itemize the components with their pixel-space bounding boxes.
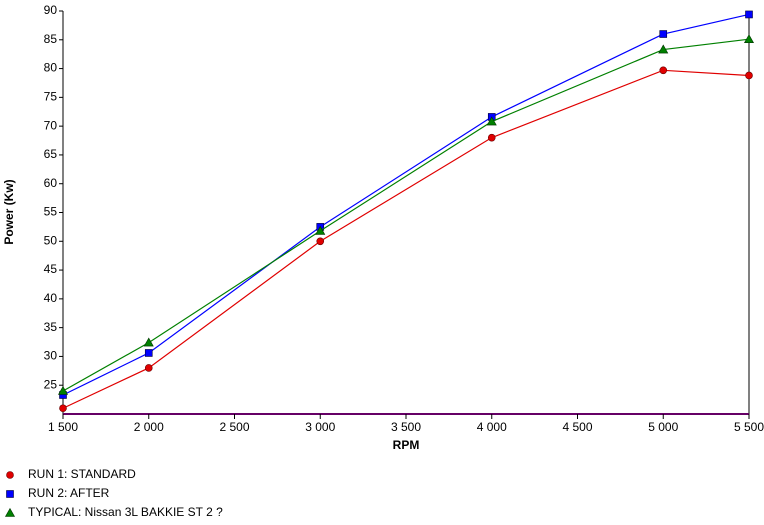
data-point — [659, 66, 668, 75]
y-tick-label: 45 — [44, 262, 58, 276]
legend-marker — [4, 507, 16, 517]
y-tick-label: 50 — [44, 233, 58, 247]
y-tick-label: 75 — [44, 90, 58, 104]
data-point — [315, 225, 326, 235]
x-tick-label: 4 500 — [562, 420, 592, 434]
legend-marker — [6, 490, 14, 498]
y-tick-label: 25 — [44, 377, 58, 391]
data-point — [659, 30, 668, 38]
data-point — [486, 116, 497, 126]
x-tick-label: 3 000 — [305, 420, 335, 434]
y-axis-title: Power (Kw) — [2, 179, 16, 244]
series-line — [62, 69, 750, 409]
x-tick-label: 5 500 — [734, 420, 764, 434]
data-point — [144, 364, 153, 372]
series-line — [62, 13, 750, 396]
x-tick-label: 2 000 — [134, 420, 164, 434]
x-tick-label: 3 500 — [391, 420, 421, 434]
y-tick-label: 60 — [44, 176, 58, 190]
y-tick-label: 40 — [44, 291, 58, 305]
legend-label: RUN 2: AFTER — [28, 486, 110, 500]
x-tick-label: 2 500 — [219, 420, 249, 434]
y-tick-label: 65 — [44, 147, 58, 161]
x-tick-label: 4 000 — [477, 420, 507, 434]
x-tick-label: 1 500 — [48, 420, 78, 434]
y-tick-label: 90 — [44, 3, 58, 17]
y-tick-label: 35 — [44, 320, 58, 334]
data-point — [143, 337, 154, 347]
y-tick-label: 85 — [44, 32, 58, 46]
data-point — [144, 349, 153, 357]
data-point — [743, 34, 755, 44]
data-point — [658, 44, 669, 54]
data-point — [487, 133, 496, 142]
data-point — [745, 10, 753, 19]
data-point — [745, 71, 753, 80]
x-tick-label: 5 000 — [648, 420, 678, 434]
y-tick-label: 80 — [44, 61, 58, 75]
y-tick-label: 70 — [44, 118, 58, 132]
legend-marker — [6, 471, 14, 479]
series-line — [62, 38, 750, 392]
data-point — [59, 404, 67, 413]
legend-label: RUN 1: STANDARD — [28, 467, 136, 481]
data-point — [57, 385, 69, 395]
y-tick-label: 30 — [44, 349, 58, 363]
x-axis-title: RPM — [393, 438, 420, 452]
legend-label: TYPICAL: Nissan 3L BAKKIE ST 2 ? — [28, 505, 223, 519]
data-point — [316, 237, 325, 246]
y-tick-label: 55 — [44, 205, 58, 219]
